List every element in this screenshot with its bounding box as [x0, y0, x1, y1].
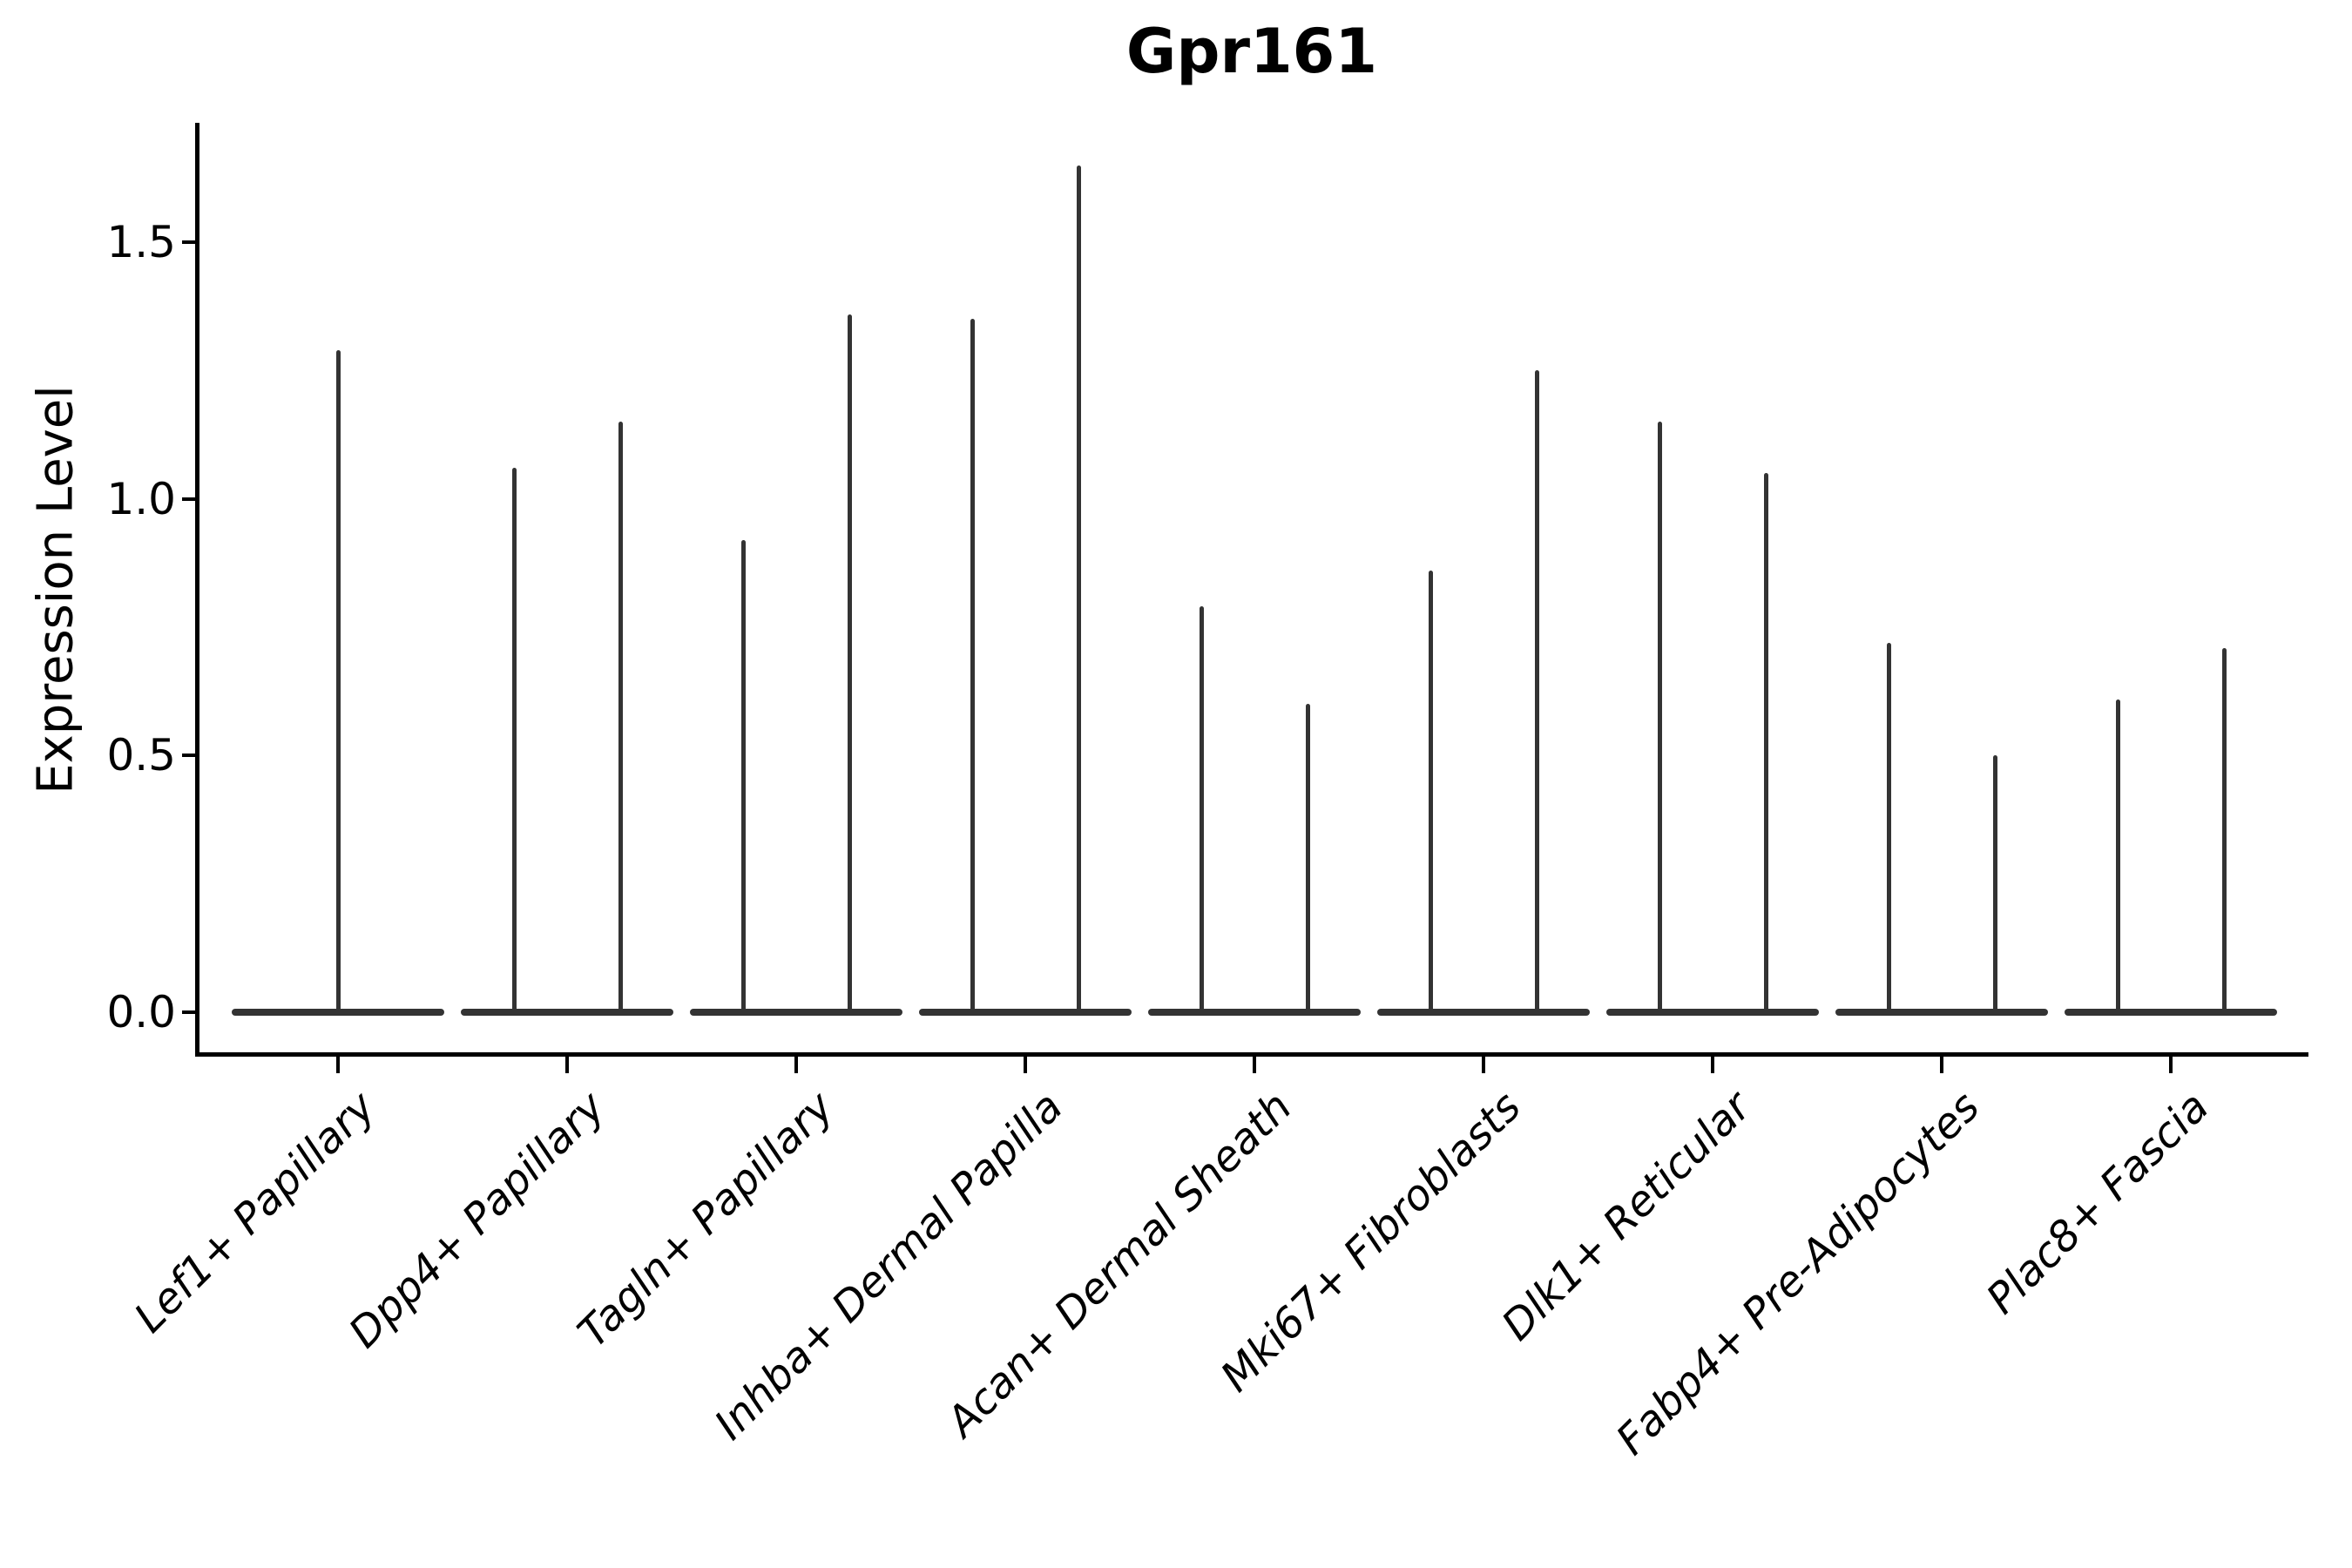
x-tick-label: Dpp4+ Papillary — [339, 1082, 615, 1358]
violin-baseline — [461, 1009, 673, 1016]
violin-baseline — [919, 1009, 1132, 1016]
x-tick-mark — [1024, 1057, 1027, 1073]
violin-spike — [2115, 699, 2120, 1016]
x-tick-mark — [336, 1057, 340, 1073]
x-tick-label: Plac8+ Fascia — [1977, 1082, 2219, 1324]
violin-baseline — [1377, 1009, 1590, 1016]
violin-spike — [618, 422, 623, 1016]
x-tick-mark — [565, 1057, 569, 1073]
x-tick-mark — [1711, 1057, 1714, 1073]
violin-baseline — [2065, 1009, 2277, 1016]
violin-spike — [1428, 571, 1433, 1016]
violin-spike — [740, 539, 746, 1016]
violin-spike — [1076, 165, 1081, 1016]
violin-spike — [511, 468, 517, 1016]
y-axis-spine — [195, 123, 199, 1057]
y-tick-label: 1.0 — [106, 473, 176, 524]
x-tick-mark — [1253, 1057, 1256, 1073]
violin-spike — [335, 349, 341, 1016]
violin-spike — [1992, 755, 1997, 1016]
y-tick-label: 1.5 — [106, 217, 176, 268]
violin-spike — [1763, 473, 1768, 1016]
violin-spike — [1886, 642, 1891, 1016]
x-axis-spine — [195, 1052, 2308, 1057]
violin-spike — [2221, 647, 2227, 1016]
violin-spike — [1305, 704, 1310, 1016]
x-tick-mark — [1482, 1057, 1485, 1073]
violin-spike — [970, 319, 975, 1016]
violin-baseline — [1148, 1009, 1361, 1016]
x-tick-mark — [2169, 1057, 2173, 1073]
x-tick-mark — [1940, 1057, 1943, 1073]
violin-baseline — [690, 1009, 902, 1016]
x-tick-label: Lef1+ Papillary — [125, 1082, 386, 1342]
violin-baseline — [1835, 1009, 2048, 1016]
x-tick-label: Tagln+ Papillary — [568, 1082, 844, 1357]
y-tick-mark — [182, 240, 195, 245]
violin-spike — [1657, 422, 1662, 1016]
violin-spike — [1199, 606, 1204, 1016]
violin-baseline — [1606, 1009, 1819, 1016]
x-tick-label: Fabp4+ Pre-Adipocytes — [1606, 1082, 1990, 1465]
y-tick-mark — [182, 754, 195, 758]
y-tick-mark — [182, 1010, 195, 1014]
y-tick-label: 0.5 — [106, 730, 176, 781]
x-tick-label: Dlk1+ Reticular — [1491, 1082, 1761, 1350]
y-tick-mark — [182, 497, 195, 501]
violin-spike — [847, 314, 852, 1016]
y-tick-label: 0.0 — [106, 987, 176, 1037]
x-tick-mark — [794, 1057, 798, 1073]
violin-spike — [1534, 370, 1539, 1016]
chart-title: Gpr161 — [1125, 16, 1378, 87]
